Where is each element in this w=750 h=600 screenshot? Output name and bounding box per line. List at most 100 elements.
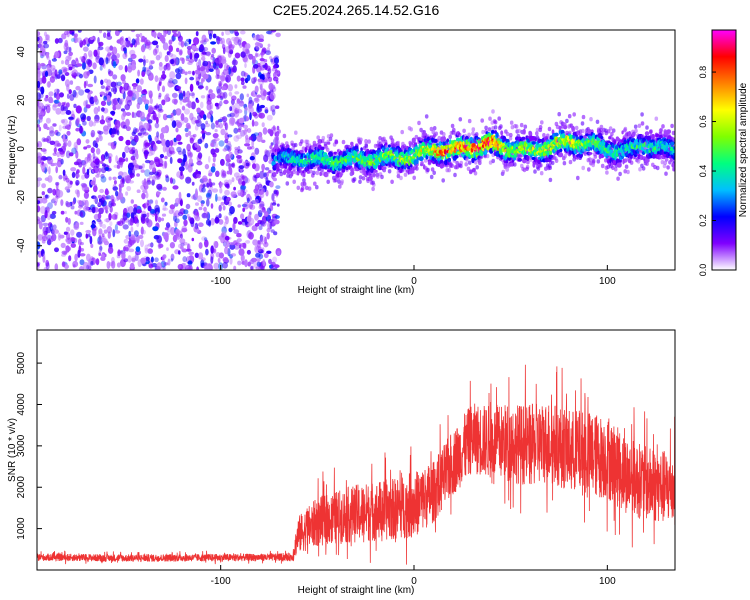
spectrogram-noise-cell (214, 129, 218, 133)
spectrogram-noise-cell (71, 69, 78, 76)
spectrogram-noise-cell (245, 137, 251, 144)
spectrogram-noise-cell (126, 185, 132, 192)
spectrogram-noise-cell (141, 180, 145, 185)
spectrogram-noise-cell (165, 222, 171, 229)
spectrogram-noise-cell (168, 209, 174, 215)
spectrogram-noise-cell (122, 124, 128, 129)
spectrogram-noise-cell (210, 203, 214, 209)
spectrogram-noise-cell (229, 257, 233, 265)
spectrogram-signal-cell (381, 166, 387, 170)
spectrogram-noise-cell (111, 198, 115, 207)
spectrogram-signal-cell (351, 170, 355, 176)
spectrogram-noise-cell (228, 242, 235, 246)
spectrogram-halo-cell (557, 112, 561, 117)
spectrogram-noise-cell (70, 243, 77, 248)
spectrogram-halo-cell (501, 169, 506, 175)
spectrogram-noise-cell (59, 92, 64, 98)
spectrogram-noise-cell (168, 78, 174, 84)
spectrogram-noise-cell (45, 262, 50, 270)
spectrogram-noise-cell (125, 157, 129, 162)
spectrogram-noise-cell (83, 191, 89, 199)
spectrogram-noise-cell (195, 202, 199, 206)
spectrogram-noise-cell (228, 66, 232, 75)
spectrogram-noise-cell (272, 125, 276, 131)
spectrogram-noise-cell (144, 218, 151, 226)
spectrogram-noise-cell (37, 152, 42, 160)
spectrogram-noise-cell (164, 227, 169, 231)
spectrogram-noise-cell (233, 216, 238, 224)
spectrogram-signal-cell (274, 143, 278, 147)
spectrogram-noise-cell (63, 42, 69, 51)
spectrogram-noise-cell (71, 31, 75, 36)
spectrogram-noise-cell (179, 98, 183, 105)
spectrogram-noise-cell (45, 194, 48, 199)
spectrogram-noise-cell (136, 173, 141, 177)
spectrogram-noise-cell (179, 199, 183, 207)
spectrogram-halo-cell (409, 127, 414, 132)
spectrogram-noise-cell (37, 73, 41, 81)
spectrogram-noise-cell (187, 48, 191, 56)
spectrogram-noise-cell (196, 99, 200, 104)
spectrogram-noise-cell (100, 100, 107, 107)
spectrogram-noise-cell (48, 96, 53, 104)
spectrogram-noise-cell (47, 175, 53, 183)
spectrogram-noise-cell (183, 262, 187, 269)
spectrogram-noise-cell (58, 37, 63, 44)
spectrogram-noise-cell (251, 139, 255, 148)
spectrogram-noise-cell (147, 90, 153, 95)
spectrogram-noise-cell (175, 134, 182, 142)
spectrogram-halo-cell (548, 165, 552, 170)
spectrogram-noise-cell (144, 169, 151, 177)
spectrogram-halo-cell (387, 169, 392, 174)
spectrogram-noise-cell (186, 143, 191, 152)
spectrogram-noise-cell (161, 99, 166, 106)
spectrogram-noise-cell (178, 92, 184, 101)
spectrogram-noise-cell (260, 187, 265, 194)
spectrogram-noise-cell (80, 113, 86, 120)
spectrogram-noise-cell (184, 77, 188, 85)
spectrogram-signal-cell (407, 166, 410, 170)
spectrogram-noise-cell (79, 253, 86, 257)
spectrogram-noise-cell (220, 128, 226, 136)
spectrogram-noise-cell (133, 206, 138, 215)
spectrogram-signal-cell (548, 150, 553, 156)
spectrogram-noise-cell (258, 38, 264, 43)
spectrogram-noise-cell (95, 258, 100, 266)
spectrogram-noise-cell (163, 30, 167, 37)
spectrogram-noise-cell (186, 178, 191, 182)
spectrogram-noise-cell (54, 147, 57, 154)
spectrogram-noise-cell (75, 173, 80, 178)
spectrogram-noise-cell (258, 78, 264, 87)
spectrogram-noise-cell (87, 83, 94, 88)
spectrogram-noise-cell (37, 92, 41, 100)
spectrogram-noise-cell (169, 177, 173, 184)
spectrogram-signal-cell (446, 138, 450, 143)
spectrogram-noise-cell (67, 140, 72, 148)
spectrogram-halo-cell (538, 125, 543, 130)
spectrogram-halo-cell (467, 132, 471, 137)
spectrogram-noise-cell (37, 119, 41, 125)
spectrogram-noise-cell (188, 265, 193, 270)
spectrogram-noise-cell (68, 255, 72, 262)
spectrogram-noise-cell (40, 62, 46, 67)
spectrogram-noise-cell (103, 62, 106, 69)
spectrogram-noise-cell (185, 203, 191, 210)
spectrogram-noise-cell (225, 183, 230, 188)
spectrogram-noise-cell (82, 162, 87, 168)
spectrogram-noise-cell (144, 159, 151, 164)
spectrogram-noise-cell (145, 217, 149, 224)
spectrogram-noise-cell (114, 224, 118, 232)
spectrogram-noise-cell (181, 227, 188, 233)
spectrogram-noise-cell (128, 180, 135, 184)
spectrogram-noise-cell (166, 51, 171, 56)
spectrogram-noise-cell (57, 232, 61, 241)
spectrogram-noise-cell (186, 90, 191, 99)
spectrogram-halo-cell (591, 159, 596, 164)
spectrogram-noise-cell (63, 69, 67, 74)
spectrogram-noise-cell (120, 162, 123, 168)
spectrogram-noise-cell (202, 46, 209, 52)
spectrogram-halo-cell (315, 170, 320, 176)
spectrogram-noise-cell (226, 113, 232, 118)
spectrogram-noise-cell (130, 53, 137, 60)
spectrogram-noise-cell (123, 238, 129, 244)
